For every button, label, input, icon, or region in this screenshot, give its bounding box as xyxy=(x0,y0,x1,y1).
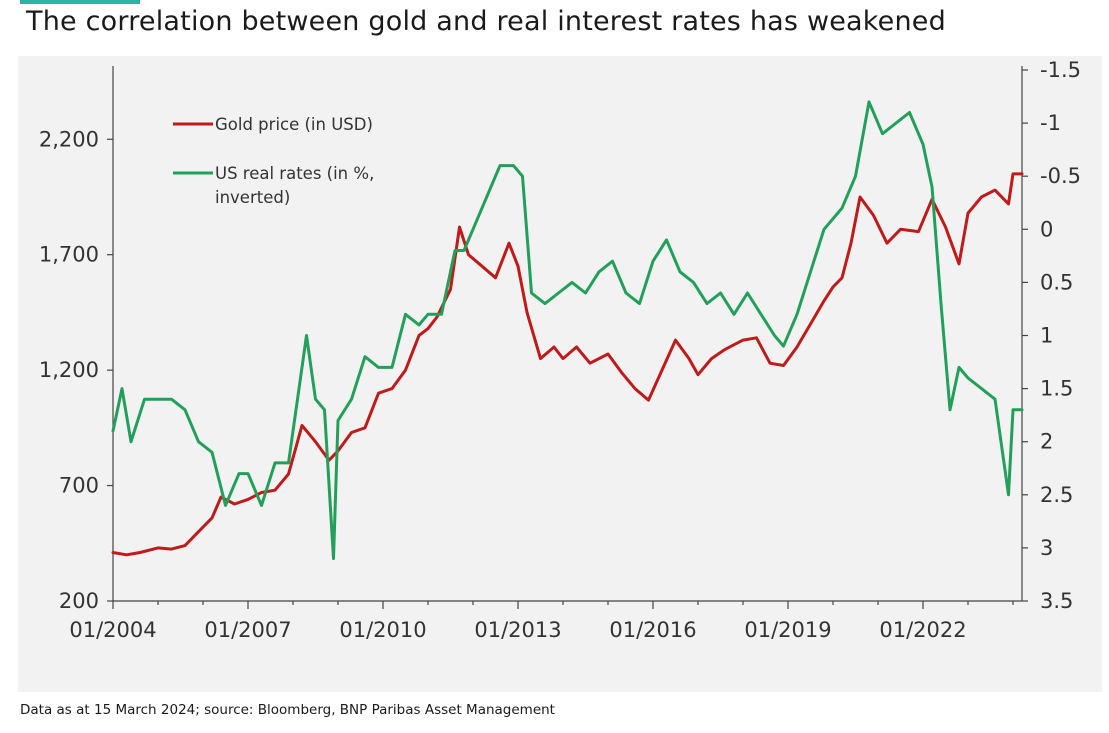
y-right-tick-label: 1.5 xyxy=(1040,377,1073,401)
y-right-tick-label: 0 xyxy=(1040,217,1053,241)
exhibit-accent-bar xyxy=(20,0,140,4)
x-tick-label: 01/2016 xyxy=(609,618,696,642)
y-left-tick-label: 2,200 xyxy=(39,127,99,151)
x-tick-label: 01/2013 xyxy=(474,618,561,642)
source-note: Data as at 15 March 2024; source: Bloomb… xyxy=(20,702,555,718)
y-left-tick-label: 200 xyxy=(59,589,99,613)
x-tick-label: 01/2004 xyxy=(69,618,156,642)
y-right-tick-label: 0.5 xyxy=(1040,270,1073,294)
chart-area: 200 700 1,200 1,700 2,200 -1.5 -1 -0.5 0 0.5 1 1.5 2… xyxy=(18,56,1102,692)
chart-title: The correlation between gold and real in… xyxy=(26,6,946,37)
y-right-tick-label: 3.5 xyxy=(1040,589,1073,613)
y-left-tick-label: 1,700 xyxy=(39,243,99,267)
y-right-tick-label: 2 xyxy=(1040,430,1053,454)
y-right-tick-label: -1.5 xyxy=(1040,58,1081,82)
y-right-tick-label: 3 xyxy=(1040,536,1053,560)
x-tick-label: 01/2010 xyxy=(339,618,426,642)
y-left-tick-label: 700 xyxy=(59,474,99,498)
y-right-tick-label: 1 xyxy=(1040,324,1053,348)
legend: Gold price (in USD) US real rates (in %, i… xyxy=(173,115,374,207)
gold-price-line xyxy=(111,172,1024,557)
real-rates-line xyxy=(111,100,1024,560)
x-tick-label: 01/2007 xyxy=(204,618,291,642)
legend-rates-label: inverted) xyxy=(215,188,290,207)
y-right-tick-label: -1 xyxy=(1040,111,1061,135)
chart-svg: 200 700 1,200 1,700 2,200 -1.5 -1 -0.5 0 0.5 1 1.5 2… xyxy=(39,58,1081,642)
y-left-tick-label: 1,200 xyxy=(39,358,99,382)
y-right-tick-label: 2.5 xyxy=(1040,483,1073,507)
x-tick-label: 01/2019 xyxy=(744,618,831,642)
series-layer xyxy=(111,100,1024,560)
axes-layer: 200 700 1,200 1,700 2,200 -1.5 -1 -0.5 0 0.5 1 1.5 2… xyxy=(39,58,1081,642)
y-right-tick-label: -0.5 xyxy=(1040,164,1081,188)
legend-rates-label: US real rates (in %, xyxy=(215,164,374,183)
legend-gold-label: Gold price (in USD) xyxy=(215,115,373,134)
x-tick-label: 01/2022 xyxy=(879,618,966,642)
